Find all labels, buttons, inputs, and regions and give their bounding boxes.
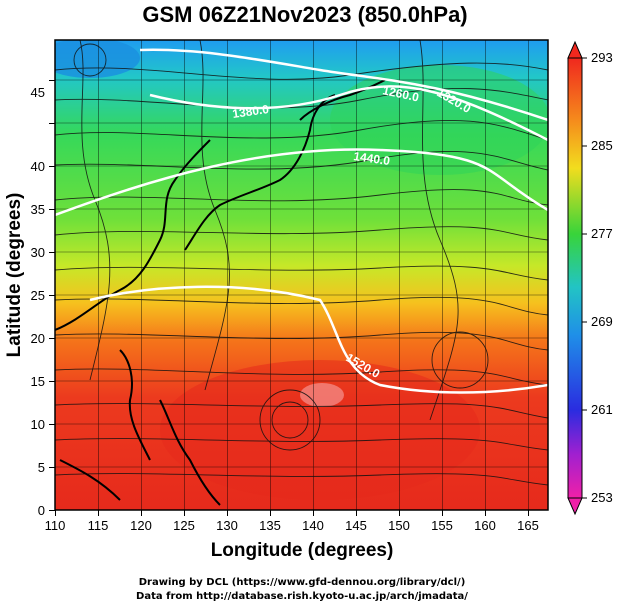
- y-tick-label: 5: [38, 460, 45, 475]
- y-tick-label: 0: [38, 503, 45, 518]
- x-tick-label: 160: [474, 518, 496, 533]
- colorbar: 293 285 277 269 261 253: [567, 40, 613, 516]
- wind-streamlines: [55, 40, 548, 486]
- x-tick-label: 150: [388, 518, 410, 533]
- chart-title: GSM 06Z21Nov2023 (850.0hPa): [142, 2, 467, 27]
- grid: [55, 40, 548, 510]
- y-tick-label: 35: [31, 202, 45, 217]
- y-tick-label: 45: [31, 85, 45, 100]
- y-tick-labels: 0 5 10 15 20 25 30 35 40 45: [31, 85, 45, 518]
- y-tick-label: 25: [31, 288, 45, 303]
- colorbar-bottom-arrow: [567, 497, 583, 516]
- colorbar-tick-label: 269: [591, 314, 613, 329]
- x-tick-label: 110: [45, 518, 66, 533]
- colorbar-tick-label: 253: [591, 490, 613, 505]
- x-tick-label: 145: [345, 518, 367, 533]
- x-tick-label: 165: [517, 518, 539, 533]
- x-axis-label: Longitude (degrees): [211, 540, 394, 561]
- contour-label-1440: 1440.0: [353, 149, 392, 168]
- y-tick-label: 40: [31, 159, 45, 174]
- x-ticks: [55, 510, 529, 516]
- x-tick-label: 120: [130, 518, 152, 533]
- colorbar-tick-label: 285: [591, 138, 613, 153]
- x-tick-label: 115: [88, 518, 109, 533]
- y-tick-label: 10: [31, 417, 45, 432]
- x-tick-label: 140: [302, 518, 324, 533]
- y-tick-label: 15: [31, 374, 45, 389]
- x-tick-label: 130: [216, 518, 238, 533]
- credit-data-source: Data from http://database.rish.kyoto-u.a…: [136, 591, 468, 602]
- cool-region-ne: [330, 65, 548, 175]
- colorbar-gradient: [567, 57, 583, 499]
- x-tick-label: 135: [259, 518, 281, 533]
- plot-area: [55, 40, 548, 510]
- plot-frame: [54, 39, 549, 511]
- x-tick-labels: 110 115 120 125 130 135 140 145 150 155 …: [45, 518, 539, 533]
- x-tick-label: 155: [431, 518, 453, 533]
- pale-spot: [300, 383, 344, 407]
- y-tick-label: 20: [31, 331, 45, 346]
- warm-pool-south: [160, 360, 480, 500]
- geopotential-contours: [55, 48, 548, 394]
- y-tick-label: 30: [31, 245, 45, 260]
- colorbar-top-arrow: [567, 40, 583, 59]
- credit-drawing: Drawing by DCL (https://www.gfd-dennou.o…: [139, 577, 466, 588]
- y-ticks: [49, 80, 55, 511]
- colorbar-tick-label: 277: [591, 226, 613, 241]
- colorbar-tick-label: 261: [591, 402, 613, 417]
- coastlines: [55, 79, 386, 506]
- contour-label-1380: 1380.0: [231, 102, 270, 121]
- colorbar-tick-label: 293: [591, 50, 613, 65]
- x-tick-label: 125: [173, 518, 195, 533]
- y-axis-label: Latitude (degrees): [4, 193, 25, 358]
